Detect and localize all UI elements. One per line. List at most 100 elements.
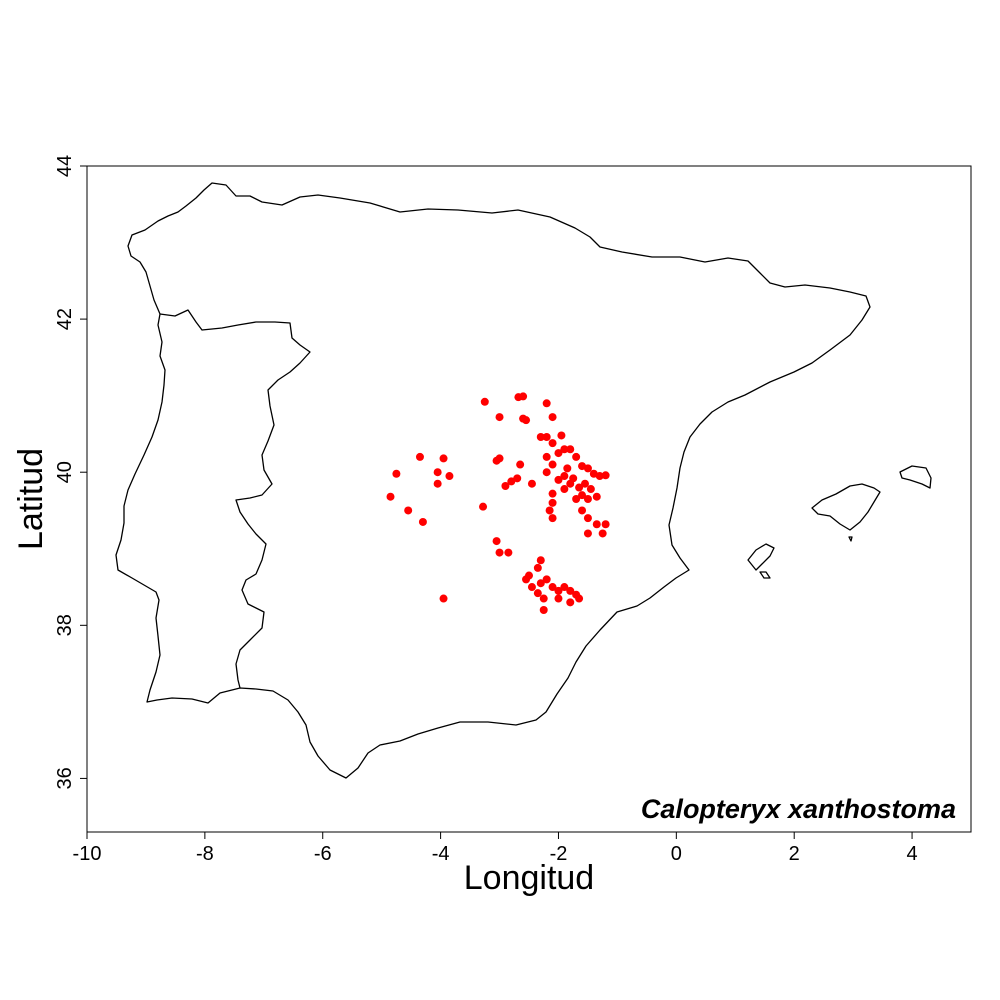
occurrence-point	[533, 563, 542, 572]
occurrence-point	[533, 589, 542, 598]
occurrence-point	[392, 469, 401, 478]
occurrence-point	[583, 514, 592, 523]
island-ibiza	[747, 543, 775, 571]
occurrence-point	[504, 548, 513, 557]
occurrence-point	[527, 479, 536, 488]
x-tick-label: -8	[196, 843, 214, 865]
occurrence-point	[536, 579, 545, 588]
occurrence-point	[583, 464, 592, 473]
occurrence-point	[548, 413, 557, 422]
x-tick-label: -10	[73, 843, 102, 865]
occurrence-point	[566, 586, 575, 595]
occurrence-point	[495, 548, 504, 557]
plot-frame	[86, 165, 972, 833]
occurrence-point	[554, 449, 563, 458]
occurrence-point	[545, 506, 554, 515]
occurrence-point	[572, 452, 581, 461]
occurrence-point	[433, 479, 442, 488]
occurrence-point	[575, 483, 584, 492]
occurrence-point	[542, 575, 551, 584]
occurrence-point	[539, 594, 548, 603]
occurrence-point	[548, 489, 557, 498]
island-cabrera	[848, 536, 853, 542]
occurrence-point	[418, 517, 427, 526]
occurrence-point	[560, 445, 569, 454]
occurrence-point	[575, 594, 584, 603]
x-axis-title: Longitud	[464, 859, 594, 897]
x-tick-label: -6	[314, 843, 332, 865]
occurrence-point	[583, 529, 592, 538]
occurrence-point	[404, 506, 413, 515]
y-tick-label: 36	[54, 767, 76, 789]
occurrence-point	[560, 485, 569, 494]
y-axis-title: Latitud	[12, 448, 50, 550]
x-tick-label: 0	[671, 843, 682, 865]
occurrence-point	[522, 416, 531, 425]
occurrence-point	[548, 439, 557, 448]
occurrence-point	[578, 506, 587, 515]
occurrence-point	[578, 491, 587, 500]
occurrence-point	[586, 485, 595, 494]
occurrence-point	[601, 471, 610, 480]
occurrence-point	[566, 479, 575, 488]
y-tick-label: 40	[54, 461, 76, 483]
occurrence-point	[507, 477, 516, 486]
x-tick-label: 2	[789, 843, 800, 865]
occurrence-point	[536, 432, 545, 441]
occurrence-point	[566, 445, 575, 454]
portugal-border	[159, 309, 311, 689]
y-tick-label: 44	[54, 155, 76, 177]
x-axis: -10 -8 -6 -4 -2 0 2 4	[73, 832, 918, 865]
occurrence-point	[542, 468, 551, 477]
occurrence-point	[566, 598, 575, 607]
occurrence-point	[554, 475, 563, 484]
x-tick-label: -2	[550, 843, 568, 865]
occurrence-point	[560, 583, 569, 592]
occurrence-point	[583, 495, 592, 503]
occurrence-point	[536, 556, 545, 565]
occurrence-point	[527, 583, 536, 592]
occurrence-point	[548, 460, 557, 469]
occurrence-point	[548, 514, 557, 523]
occurrence-point	[554, 594, 563, 603]
occurrence-point	[519, 392, 528, 401]
y-axis: 36 38 40 42 44	[54, 155, 87, 790]
occurrence-point	[445, 472, 454, 481]
x-tick-label: 4	[907, 843, 918, 865]
island-mallorca	[811, 483, 881, 531]
occurrence-point	[433, 468, 442, 477]
occurrence-point	[495, 413, 504, 422]
iberia-outline	[115, 182, 871, 779]
occurrence-points	[386, 392, 610, 614]
occurrence-point	[539, 606, 548, 614]
occurrence-point	[516, 460, 525, 469]
occurrence-point	[542, 432, 551, 441]
occurrence-point	[560, 472, 569, 481]
occurrence-point	[480, 397, 489, 406]
occurrence-point	[415, 452, 424, 461]
occurrence-point	[542, 452, 551, 461]
occurrence-point	[513, 474, 522, 483]
occurrence-point	[479, 502, 488, 511]
x-tick-label: -4	[432, 843, 450, 865]
occurrence-point	[563, 464, 572, 473]
occurrence-point	[580, 479, 589, 488]
occurrence-point	[601, 520, 610, 529]
species-name: Calopteryx xanthostoma	[641, 794, 956, 824]
occurrence-point	[595, 472, 604, 481]
occurrence-point	[592, 492, 601, 501]
occurrence-point	[492, 537, 501, 546]
occurrence-point	[572, 495, 581, 503]
occurrence-point	[542, 399, 551, 408]
occurrence-point	[557, 431, 566, 440]
y-tick-label: 42	[54, 308, 76, 330]
island-formentera	[759, 571, 771, 579]
island-menorca	[899, 465, 932, 489]
occurrence-point	[522, 575, 531, 584]
y-tick-label: 38	[54, 614, 76, 636]
occurrence-point	[501, 481, 510, 490]
iberian-coastline	[115, 182, 932, 779]
occurrence-point	[439, 594, 448, 603]
